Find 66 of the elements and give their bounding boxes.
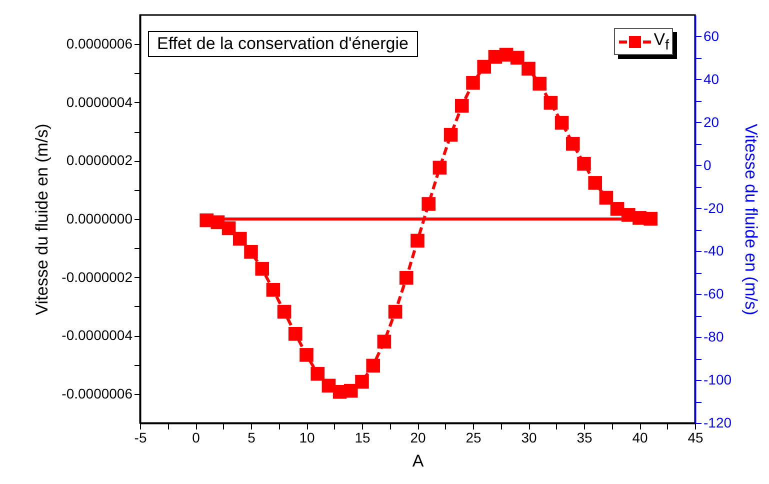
point <box>366 358 380 373</box>
y2-axis-title: Vitesse du fluide en (m/s) <box>742 124 761 316</box>
point <box>432 160 447 175</box>
y-tick-label: 0.0000006 <box>66 36 133 52</box>
point <box>322 378 336 393</box>
y-tick-label: 0.0000002 <box>66 152 133 168</box>
point <box>255 262 269 276</box>
point <box>532 76 546 91</box>
x-axis-title: A <box>412 452 424 470</box>
y2-tick-label: -60 <box>704 286 724 302</box>
point <box>644 212 658 226</box>
y2-tick-label: 60 <box>704 28 720 44</box>
y2-tick-label: -80 <box>704 328 724 345</box>
y2-tick-label: -40 <box>704 242 724 259</box>
point <box>522 62 536 76</box>
point <box>510 50 524 65</box>
y-tick-label: 0.0000000 <box>66 210 133 226</box>
point <box>277 304 292 319</box>
legend-label: V$_{f}$ <box>654 30 669 54</box>
x-tick-label: 25 <box>466 430 482 446</box>
point <box>544 96 558 110</box>
x-tick-label: 10 <box>299 430 315 446</box>
y2-tick-label: -120 <box>704 414 732 430</box>
point <box>266 282 280 297</box>
y2-tick-label: -100 <box>704 372 732 388</box>
point <box>288 326 302 341</box>
x-tick-label: 15 <box>354 430 370 446</box>
point <box>577 156 591 171</box>
point <box>554 116 569 130</box>
y-tick-label: -0.0000002 <box>62 268 133 285</box>
point <box>455 98 469 113</box>
point <box>400 270 414 285</box>
y-tick-label: -0.0000006 <box>62 385 133 402</box>
point <box>310 366 324 381</box>
x-tick-label: 20 <box>410 430 426 446</box>
y2-tick-label: 40 <box>704 70 720 87</box>
point <box>444 128 458 142</box>
y-tick-label: 0.0000004 <box>66 94 133 110</box>
x-tick-label: 30 <box>521 430 537 446</box>
point <box>377 334 392 349</box>
point <box>222 221 236 236</box>
y2-tick-label: 20 <box>704 114 720 130</box>
x-tick-label: 40 <box>632 430 648 446</box>
x-tick-label: 5 <box>248 430 256 446</box>
x-tick-label: 45 <box>688 430 704 446</box>
x-tick-label: -5 <box>134 430 147 446</box>
y-tick-label: -0.0000004 <box>62 327 133 344</box>
point <box>477 60 491 74</box>
point <box>233 232 247 246</box>
point <box>422 197 436 211</box>
y2-tick-label: 0 <box>704 156 712 173</box>
point <box>466 76 480 90</box>
text: Effet de la conservation d'énergie <box>148 31 418 57</box>
x-tick-label: 35 <box>576 430 592 446</box>
point <box>344 384 358 398</box>
x-tick-label: 0 <box>192 430 200 446</box>
point <box>355 374 369 389</box>
y2-tick-label: -20 <box>704 200 724 216</box>
y-axis-title: Vitesse du fluide en (m/s) <box>32 124 52 316</box>
point <box>599 190 614 205</box>
point <box>410 234 424 248</box>
point <box>566 136 580 151</box>
point <box>244 244 258 259</box>
point <box>388 304 402 319</box>
point <box>300 348 314 362</box>
point <box>588 176 602 190</box>
